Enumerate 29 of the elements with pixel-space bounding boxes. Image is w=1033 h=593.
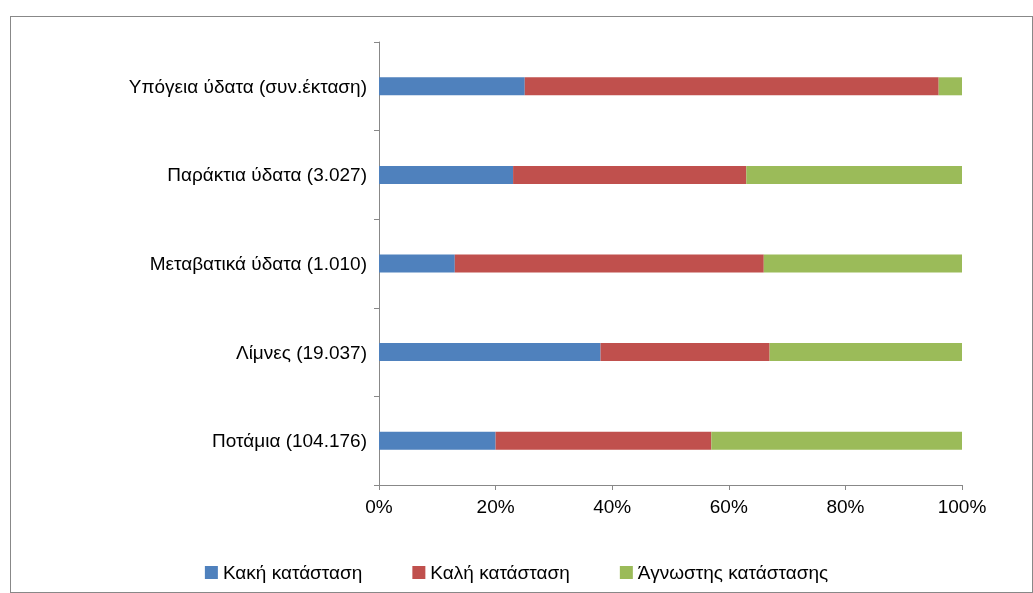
y-tick-label: Ποτάμια (104.176) [211, 430, 367, 452]
bar [379, 165, 514, 184]
bar [600, 343, 770, 362]
y-tick-label: Υπόγεια ύδατα (συν.έκταση) [128, 75, 367, 97]
x-tick-label: 60% [709, 496, 748, 517]
bar [746, 165, 962, 184]
x-tick-label: 80% [826, 496, 865, 517]
bar [379, 343, 601, 362]
legend-label: Καλή κατάσταση [430, 562, 570, 583]
bar [454, 254, 764, 273]
x-tick-label: 100% [937, 496, 987, 517]
bar [524, 77, 939, 96]
y-tick-label: Παράκτια ύδατα (3.027) [167, 164, 367, 186]
bar [711, 431, 962, 450]
x-tick-label: 40% [593, 496, 632, 517]
bar [379, 254, 455, 273]
bar [379, 431, 496, 450]
x-tick-label: 0% [365, 496, 393, 517]
bar [495, 431, 712, 450]
bar [513, 165, 747, 184]
legend-label: Άγνωστης κατάστασης [637, 562, 829, 583]
y-tick-label: Λίμνες (19.037) [235, 341, 367, 363]
bar [763, 254, 962, 273]
x-tick-label: 20% [476, 496, 515, 517]
bar [769, 343, 962, 362]
legend-label: Κακή κατάσταση [222, 562, 363, 583]
bar [938, 77, 962, 96]
y-tick-label: Μεταβατικά ύδατα (1.010) [149, 253, 367, 274]
bar [379, 77, 525, 96]
